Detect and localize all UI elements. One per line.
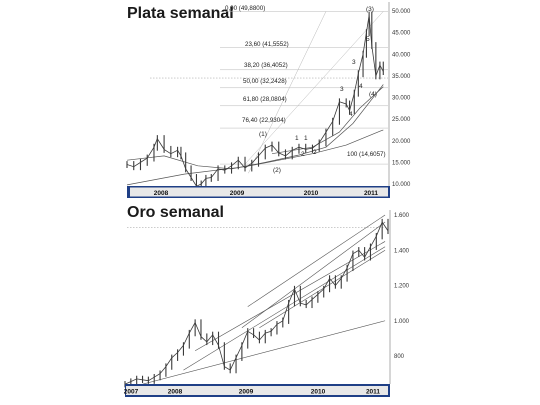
gold-y-tick: 800 [394,354,405,360]
wave-label: (4) [369,91,377,98]
silver-year-label: 2008 [154,190,169,197]
silver-y-tick: 50.000 [392,9,411,15]
trend-line [271,86,384,155]
gold-x-axis-strip [126,386,388,395]
silver-fibonacci-levels: 0,00 (49,8800) 23,60 (41,5552) 38,20 (36… [225,5,386,158]
gold-year-label: 2007 [124,389,139,396]
silver-x-axis-strip [130,187,388,197]
gold-guides [127,214,388,385]
wave-label: (1) [259,131,267,138]
wave-label: 4 [349,111,353,118]
fib-label: 61,80 (28,0804) [243,96,287,103]
wave-label: 5 [366,36,370,43]
gold-weekly-chart: Oro semanal 1.600 1.400 1.200 1.000 800 … [124,204,410,397]
gold-y-axis: 1.600 1.400 1.200 1.000 800 [394,213,410,360]
wave-label: 3 [340,86,344,93]
wave-label: 2 [313,149,317,156]
trend-channel-line [247,214,386,307]
silver-y-tick: 45.000 [392,31,411,37]
silver-y-tick: 35.000 [392,74,411,80]
gold-year-label: 2009 [239,389,254,396]
gold-y-tick: 1.000 [394,319,410,325]
wave-label: (2) [273,167,281,174]
silver-chart-title: Plata semanal [127,5,234,22]
silver-x-axis: 2008 2009 2010 2011 [154,190,379,197]
long-term-support-line [142,320,386,385]
silver-y-tick: 25.000 [392,117,411,123]
fib-label: 23,60 (41,5552) [245,41,289,48]
gold-y-tick: 1.600 [394,213,410,219]
trend-channel-line [241,221,386,329]
silver-price-series [126,11,384,190]
trend-channel-line [183,246,386,371]
silver-y-tick: 20.000 [392,139,411,145]
silver-y-tick: 40.000 [392,52,411,58]
silver-y-tick: 10.000 [392,182,411,188]
fib-label: 0,00 (49,8800) [225,5,265,12]
silver-year-label: 2011 [364,190,378,197]
silver-year-label: 2009 [230,190,245,197]
fib-label: 100 (14,6057) [347,151,386,158]
fib-diagonal-line [244,11,384,165]
wave-label: 4 [359,83,363,90]
price-line [124,221,389,385]
price-line [126,15,384,187]
moving-average-curve [126,84,384,170]
silver-guides [150,11,388,174]
gold-y-tick: 1.200 [394,284,410,290]
gold-year-label: 2008 [168,389,183,396]
trend-channel-line [194,241,386,351]
wave-label: (3) [366,6,374,13]
gold-y-tick: 1.400 [394,248,410,254]
silver-weekly-chart: Plata semanal 50.000 45.000 40.000 35.00… [126,2,411,198]
wave-label: 1 [295,135,299,142]
gold-year-label: 2011 [366,389,380,396]
silver-y-tick: 15.000 [392,160,411,166]
gold-x-axis: 2007 2008 2009 2010 2011 [124,389,381,396]
silver-year-label: 2010 [304,190,319,197]
gold-price-series [124,218,389,388]
gold-chart-title: Oro semanal [127,204,224,221]
silver-wave-labels: (3) 5 3 4 (4) 3 4 (1) 1 1 2 2 (2) [259,6,377,174]
wave-label: 1 [304,135,308,142]
silver-y-tick: 30.000 [392,96,411,102]
trend-line [126,129,384,186]
gold-year-label: 2010 [311,389,326,396]
silver-y-axis: 50.000 45.000 40.000 35.000 30.000 25.00… [392,9,411,188]
trend-channel-line [259,249,386,329]
wave-label: 3 [352,59,356,66]
fib-label: 38,20 (36,4052) [244,62,288,69]
fib-label: 50,00 (32,2428) [243,78,287,85]
fib-label: 76,40 (22,9304) [242,117,286,124]
wave-label: 2 [301,151,305,158]
